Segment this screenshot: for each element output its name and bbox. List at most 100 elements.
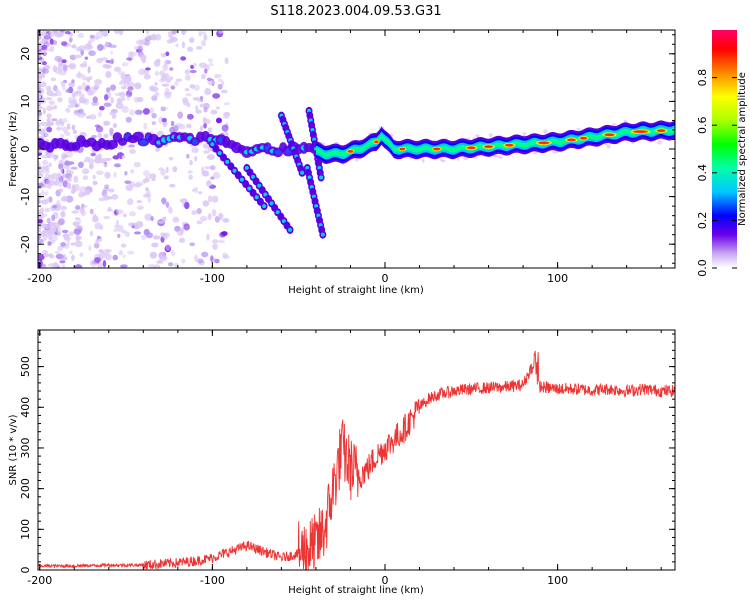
spectrogram-noise-blob (158, 116, 164, 124)
spectrogram-noise-blob (60, 167, 64, 174)
spectrogram-noise-blob (81, 74, 86, 81)
spectrogram-noise-blob (68, 38, 73, 43)
spectrogram-noise-blob (154, 81, 158, 86)
spectrogram-noise-blob (656, 140, 663, 145)
spectrogram-noise-blob (60, 241, 67, 247)
spectrogram-noise-blob (147, 196, 152, 204)
spectrogram-noise-blob (52, 65, 58, 73)
spectrogram-noise-blob (197, 258, 204, 264)
spectrogram-noise-blob (204, 68, 208, 74)
spectrogram-noise-blob (57, 180, 63, 187)
spectrogram-noise-blob (217, 30, 225, 34)
spectrogram-noise-blob (93, 242, 100, 249)
spectrogram-noise-blob (132, 183, 141, 188)
spectrogram-noise-blob (114, 224, 119, 228)
spectrogram-noise-blob (170, 250, 176, 257)
spectrogram-noise-layer (38, 30, 675, 268)
spectrogram-hotspot (632, 130, 648, 134)
spectrogram-y-tick-label: -20 (19, 235, 32, 253)
spectrogram-branch-blob (320, 232, 325, 237)
spectrogram-hotspot (484, 145, 494, 149)
spectrogram-noise-blob (533, 151, 538, 155)
snr-x-tick-label: -200 (27, 574, 52, 587)
spectrogram-noise-blob (71, 210, 80, 214)
spectrogram-noise-blob (178, 123, 186, 130)
spectrogram-noise-blob (113, 66, 122, 72)
spectrogram-branch-blob (275, 210, 280, 215)
spectrogram-noise-blob (101, 30, 109, 37)
spectrogram-noise-blob (71, 44, 77, 49)
spectrogram-noise-blob (552, 149, 556, 154)
spectrogram-noise-blob (177, 111, 184, 119)
spectrogram-branch-blob (269, 201, 274, 206)
spectrogram-noise-blob (168, 34, 172, 38)
spectrogram-noise-blob (67, 104, 75, 108)
spectrogram-ridge-blob (106, 139, 118, 150)
spectrogram-noise-blob (44, 132, 49, 137)
spectrogram-noise-blob (194, 155, 198, 162)
spectrogram-noise-blob (99, 57, 108, 61)
spectrogram-noise-blob (170, 120, 175, 127)
spectrogram-noise-blob (113, 228, 118, 233)
spectrogram-noise-blob (46, 217, 51, 224)
spectrogram-noise-blob (104, 184, 110, 189)
spectrogram-noise-blob (129, 109, 135, 116)
spectrogram-y-tick-label: 10 (19, 94, 32, 108)
chart-title: S118.2023.004.09.53.G31 (270, 4, 441, 19)
spectrogram-noise-blob (196, 208, 202, 215)
spectrogram-noise-blob (62, 64, 68, 72)
spectrogram-noise-blob (121, 230, 127, 234)
spectrogram-noise-blob (130, 169, 135, 174)
spectrogram-noise-blob (148, 263, 156, 268)
spectrogram-noise-blob (38, 171, 43, 179)
spectrogram-noise-blob (75, 217, 80, 221)
spectrogram-noise-blob (38, 67, 42, 71)
spectrogram-noise-blob (117, 71, 125, 75)
spectrogram-hotspot (566, 138, 576, 142)
spectrogram-noise-blob (168, 156, 174, 161)
snr-line (38, 350, 675, 570)
spectrogram-noise-blob (57, 97, 63, 103)
spectrogram-noise-blob (211, 209, 217, 217)
spectrogram-hotspot (466, 146, 476, 150)
spectrogram-noise-blob (103, 194, 109, 201)
spectrogram-noise-blob (42, 30, 47, 33)
spectrogram-noise-blob (149, 107, 155, 114)
spectrogram-noise-blob (156, 130, 165, 137)
spectrogram-noise-blob (103, 120, 111, 127)
spectrogram-x-tick-label: 100 (547, 272, 568, 285)
spectrogram-y-tick-label: -10 (19, 188, 32, 206)
spectrogram-noise-blob (215, 117, 223, 124)
spectrogram-main-ridge (315, 124, 675, 160)
spectrogram-noise-blob (185, 93, 192, 97)
spectrogram-noise-blob (421, 158, 425, 163)
spectrogram-noise-blob (42, 107, 46, 115)
spectrogram-noise-blob (38, 75, 42, 83)
spectrogram-noise-blob (96, 43, 104, 51)
spectrogram-noise-blob (58, 188, 64, 193)
spectrogram-noise-blob (169, 67, 174, 71)
spectrogram-noise-blob (53, 154, 57, 162)
spectrogram-noise-blob (73, 93, 79, 97)
spectrogram-noise-blob (220, 89, 228, 94)
spectrogram-noise-blob (38, 105, 43, 110)
spectrogram-noise-blob (53, 39, 57, 45)
spectrogram-noise-blob (488, 133, 493, 138)
spectrogram-noise-blob (127, 81, 135, 88)
spectrogram-noise-blob (170, 85, 176, 90)
spectrogram-noise-blob (38, 200, 41, 205)
spectrogram-noise-blob (97, 262, 103, 268)
spectrogram-branch-blob (288, 227, 293, 232)
spectrogram-noise-blob (120, 96, 126, 102)
spectrogram-noise-blob (38, 125, 41, 130)
spectrogram-branch-blob (319, 175, 324, 180)
spectrogram-noise-blob (65, 178, 73, 182)
spectrogram-noise-blob (215, 106, 220, 110)
spectrogram-noise-blob (55, 126, 63, 131)
spectrogram-noise-blob (61, 59, 67, 64)
spectrogram-noise-blob (202, 200, 210, 207)
spectrogram-noise-blob (151, 121, 156, 126)
spectrogram-noise-blob (136, 200, 142, 204)
